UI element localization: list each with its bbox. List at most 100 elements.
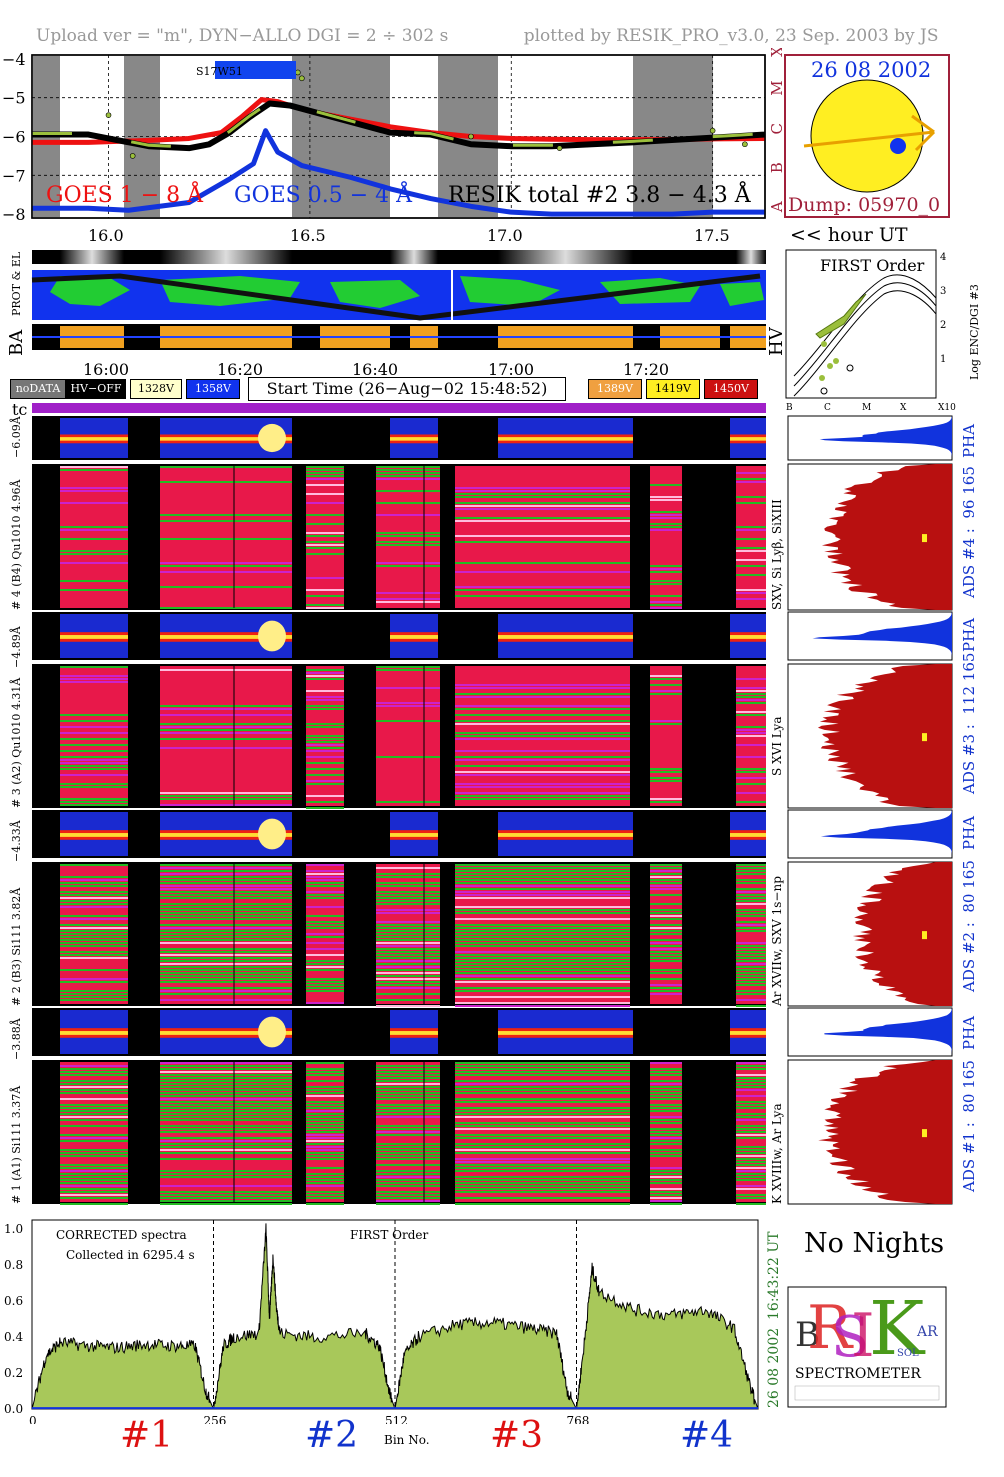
spec-row <box>455 541 630 543</box>
spec-row <box>160 927 292 929</box>
spec-row <box>455 696 630 698</box>
spec-row <box>650 1107 682 1109</box>
spec-row <box>736 945 766 947</box>
spec-row <box>376 541 440 543</box>
scatter-point <box>742 141 748 148</box>
spec-row <box>376 1098 440 1100</box>
spec-row <box>376 969 440 971</box>
time-tick-1620: 16:20 <box>217 360 264 379</box>
spec-row <box>736 1125 766 1127</box>
spec-row <box>736 699 766 701</box>
spec-row <box>455 705 630 707</box>
spec-row <box>306 475 344 477</box>
spec-row <box>160 933 292 935</box>
spec-row <box>736 1167 766 1169</box>
spec-row <box>736 1089 766 1091</box>
spec-block <box>60 1062 128 1202</box>
pha-histogram <box>788 1008 952 1056</box>
scatter-point <box>556 145 563 151</box>
spec-row <box>455 1143 630 1145</box>
spec-row <box>160 1149 292 1151</box>
spec-row <box>376 565 440 567</box>
spec-row <box>736 472 766 474</box>
spec-row <box>60 550 128 552</box>
spec-row <box>160 1194 292 1196</box>
spec-row <box>376 933 440 935</box>
channel-2-label: #2 <box>305 1415 359 1456</box>
spec-row <box>376 873 440 875</box>
spec-row <box>650 864 682 866</box>
spec-row <box>160 915 292 917</box>
spec-row <box>455 1005 630 1007</box>
pha-core <box>390 1031 438 1035</box>
spec-row <box>306 885 344 887</box>
spec-row <box>455 1101 630 1103</box>
spec-row <box>160 906 292 908</box>
spec-row <box>650 768 682 770</box>
spec-row <box>306 963 344 965</box>
spec-row <box>306 762 344 764</box>
spec-row <box>736 768 766 770</box>
spec-row <box>650 1176 682 1178</box>
spec-row <box>376 948 440 950</box>
spec-row <box>376 1191 440 1193</box>
spec-row <box>736 870 766 872</box>
spec-row <box>455 795 630 797</box>
spec-row <box>160 963 292 965</box>
spec-row <box>306 1191 344 1193</box>
spec-row <box>160 873 292 875</box>
spec-row <box>455 969 630 971</box>
spec-row <box>376 756 440 758</box>
spec-row <box>736 879 766 881</box>
spec-row <box>60 1149 128 1151</box>
spec-row <box>455 885 630 887</box>
hv-1358-legend: 1358V <box>186 379 240 399</box>
spectrograms <box>32 416 766 1205</box>
panel3-label: # 3 (A2) Qu1010 4.31Å <box>10 677 23 808</box>
spec-row <box>306 708 344 710</box>
spec-row <box>60 798 128 800</box>
spec-row <box>60 1188 128 1190</box>
spec-row <box>650 945 682 947</box>
spec-row <box>160 1119 292 1121</box>
spec-row <box>455 966 630 968</box>
pha-histogram <box>788 612 952 660</box>
spec-row <box>650 1149 682 1151</box>
spec-row <box>455 951 630 953</box>
panel1-pha-wavelength: −3.88Å <box>10 1018 23 1060</box>
spec-row <box>736 565 766 567</box>
spec-row <box>376 1065 440 1067</box>
spec-row <box>736 912 766 914</box>
spec-row <box>376 490 440 492</box>
spec-row <box>60 1167 128 1169</box>
spec-row <box>306 675 344 677</box>
spec-row <box>736 1074 766 1076</box>
spec-row <box>455 1122 630 1124</box>
spec-row <box>306 705 344 707</box>
spec-row <box>650 1140 682 1142</box>
spec-row <box>60 720 128 722</box>
pha-core <box>160 1031 292 1035</box>
spec-row <box>650 1119 682 1121</box>
location-badge-bg <box>193 61 296 79</box>
spec-row <box>160 1077 292 1079</box>
spec-row <box>376 702 440 704</box>
spec-row <box>455 1128 630 1130</box>
spec-row <box>160 1197 292 1199</box>
spec-row <box>376 1128 440 1130</box>
spec-row <box>650 1122 682 1124</box>
spec-row <box>60 1140 128 1142</box>
spec-row <box>160 1152 292 1154</box>
spec-row <box>60 936 128 938</box>
spec-row <box>736 1119 766 1121</box>
spec-row <box>736 1188 766 1190</box>
sun-disk-panel <box>784 54 950 218</box>
spec-row <box>455 490 630 492</box>
location-badge: S17W51 <box>196 65 243 78</box>
pha-ads-histograms <box>787 415 953 1205</box>
spectrum-y-tick: 0.2 <box>4 1366 23 1380</box>
spec-row <box>455 1116 630 1118</box>
spec-row <box>650 879 682 881</box>
spec-row <box>455 936 630 938</box>
spec-row <box>455 774 630 776</box>
